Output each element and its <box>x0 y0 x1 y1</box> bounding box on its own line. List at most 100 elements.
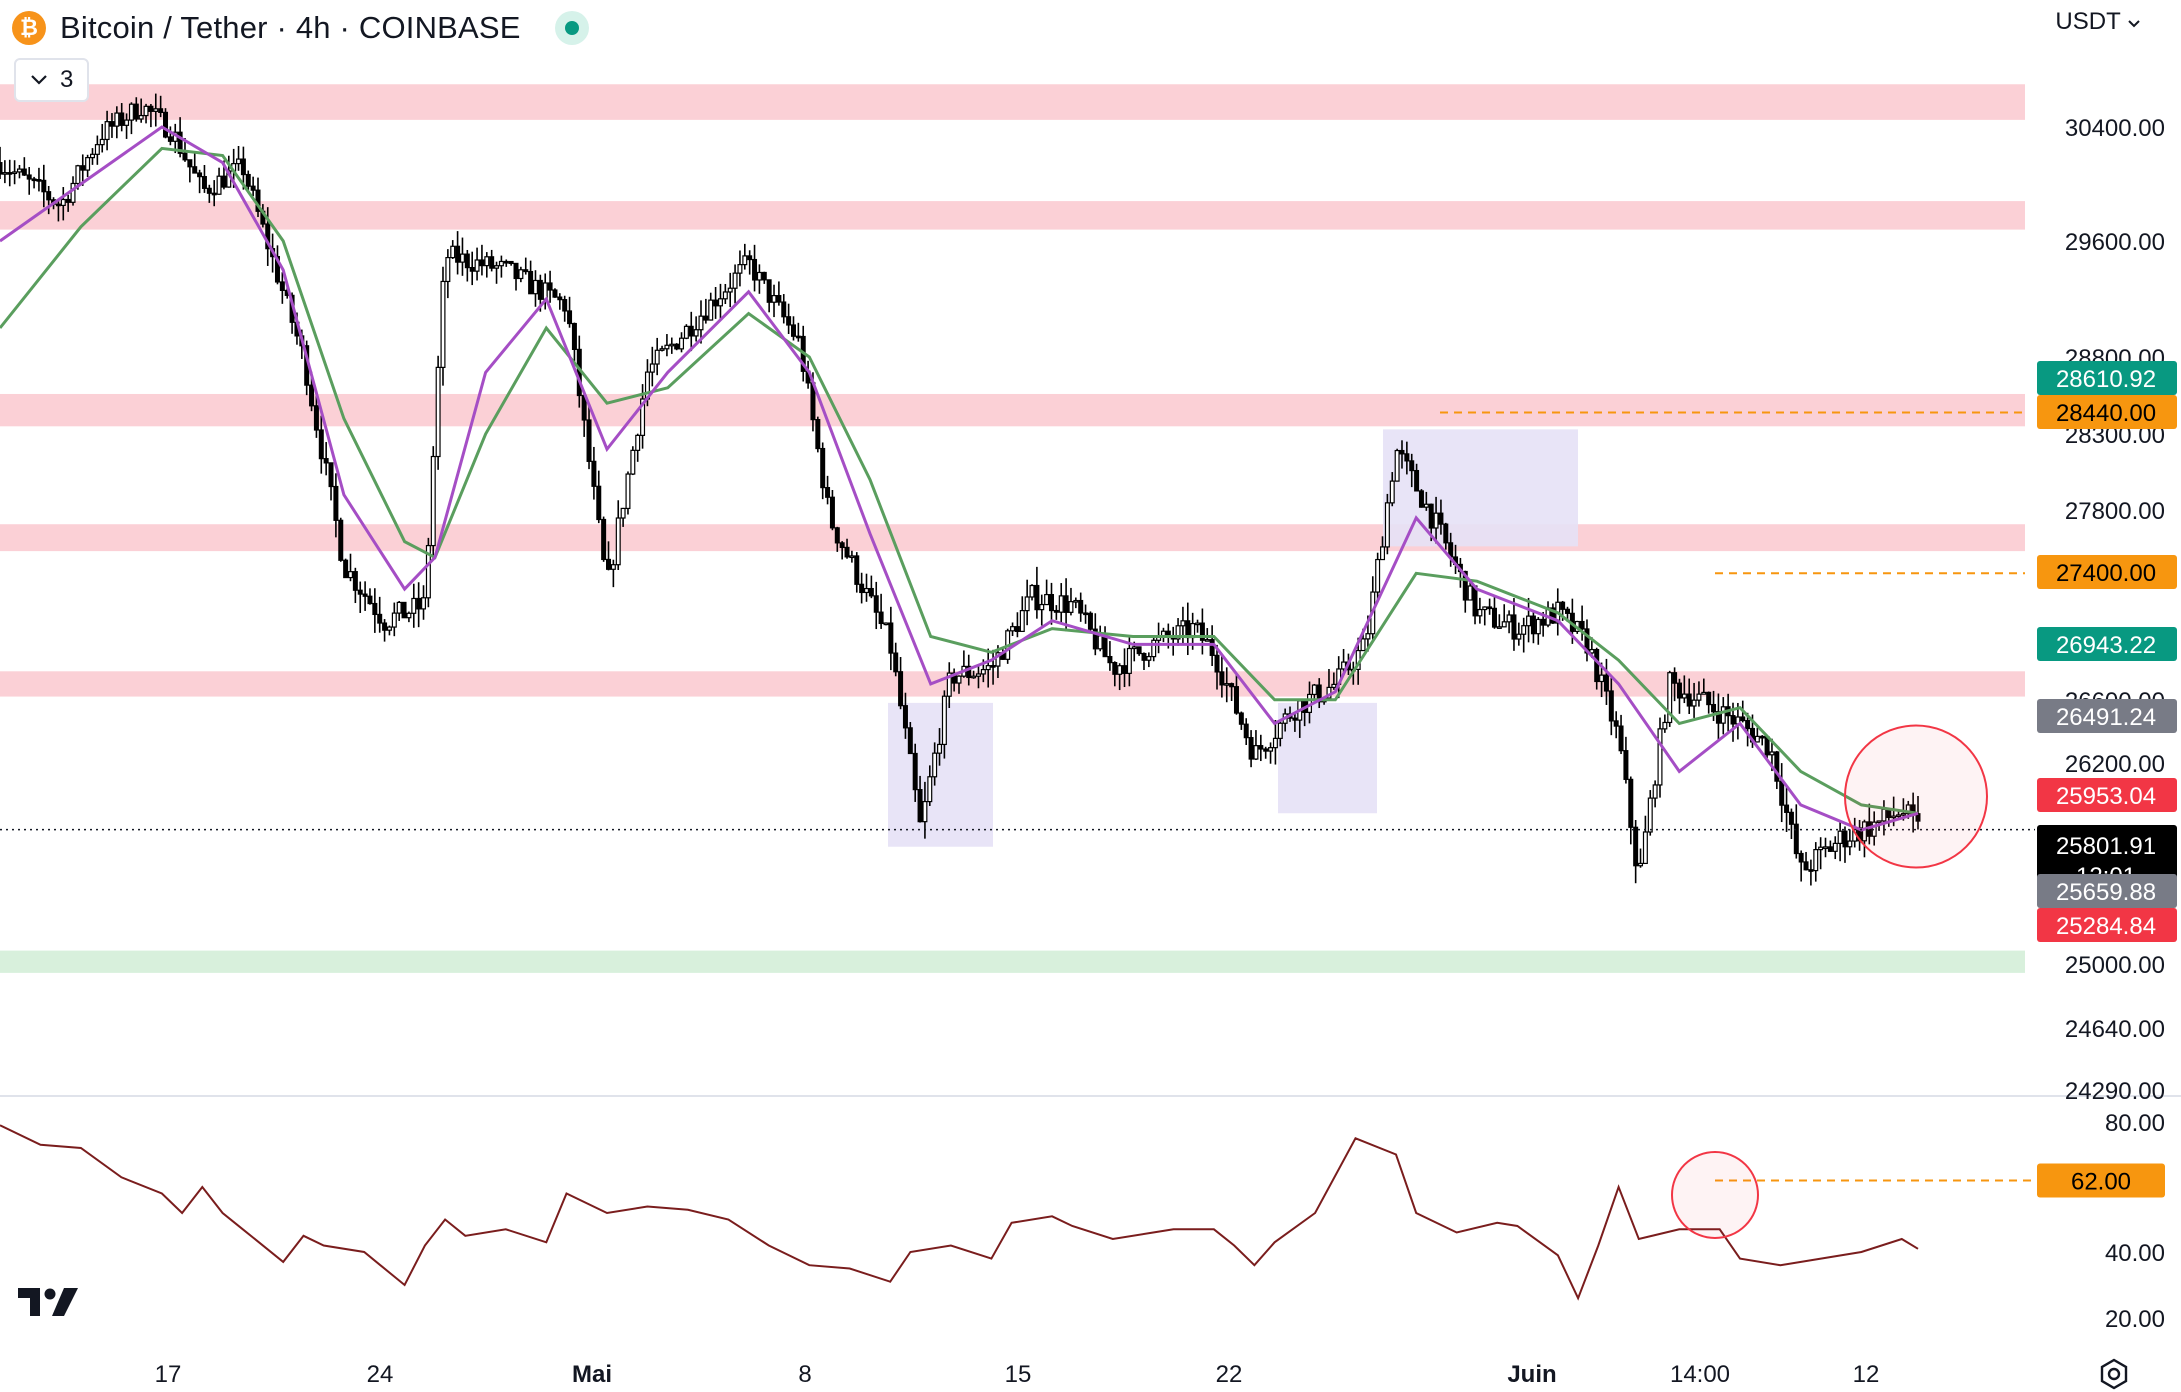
candle <box>1136 646 1142 656</box>
candle <box>1788 808 1794 840</box>
candle <box>211 180 217 207</box>
candle <box>761 271 767 284</box>
candle <box>372 588 378 633</box>
price-label-text: 26943.22 <box>2056 632 2156 659</box>
candle <box>1399 440 1405 469</box>
candle <box>1861 819 1867 858</box>
candle <box>907 722 913 755</box>
candle <box>236 146 242 171</box>
candle <box>459 237 465 276</box>
candle <box>1516 622 1522 646</box>
candle <box>937 728 943 766</box>
candle <box>1477 597 1483 624</box>
price-label-text: 25953.04 <box>2056 783 2156 810</box>
chevron-down-icon <box>2128 20 2140 28</box>
candle <box>1482 606 1488 626</box>
candle <box>693 316 699 342</box>
price-tick-label: 24640.00 <box>2065 1016 2165 1043</box>
candle <box>747 250 753 275</box>
candle <box>752 244 758 292</box>
candle <box>425 537 431 608</box>
candle <box>674 343 680 351</box>
candle <box>494 261 500 284</box>
bitcoin-logo-icon: ₿ <box>12 11 46 45</box>
candle <box>1501 604 1507 628</box>
currency-label: USDT <box>2055 8 2121 35</box>
candle <box>1779 763 1785 823</box>
candle <box>187 159 193 183</box>
candle <box>85 154 91 178</box>
candle <box>1087 611 1093 633</box>
candle <box>1233 673 1239 715</box>
candle <box>1526 597 1532 643</box>
candle <box>430 446 436 560</box>
candle <box>343 558 349 579</box>
candle <box>396 600 402 621</box>
candle <box>1389 472 1395 507</box>
candle <box>1754 727 1760 743</box>
candle <box>518 266 524 283</box>
candle <box>1793 804 1799 859</box>
candle <box>1019 596 1025 633</box>
price-tick-label: 29600.00 <box>2065 229 2165 256</box>
candle <box>1686 678 1692 714</box>
time-tick-label: 22 <box>1216 1361 1243 1388</box>
candle <box>406 611 412 623</box>
candle <box>1214 644 1220 690</box>
candle <box>1014 612 1020 638</box>
candle <box>708 292 714 321</box>
resistance-zone <box>0 393 2025 427</box>
candle <box>1618 714 1624 755</box>
chart-header: ₿ Bitcoin / Tether · 4h · COINBASE <box>12 10 589 46</box>
candle <box>927 765 933 806</box>
candle <box>1491 596 1497 629</box>
price-label-text: 26491.24 <box>2056 704 2156 731</box>
price-label-gray <box>2037 699 2177 733</box>
candle <box>362 581 368 611</box>
indicators-toggle[interactable]: 3 <box>14 58 90 102</box>
candle <box>1896 810 1902 819</box>
candle <box>55 199 61 222</box>
candle <box>1832 836 1838 860</box>
symbol-title[interactable]: Bitcoin / Tether · 4h · COINBASE <box>60 10 521 45</box>
candle <box>1048 582 1054 625</box>
candle <box>941 690 947 759</box>
candle <box>898 657 904 710</box>
candle <box>1818 837 1824 870</box>
candle <box>1657 717 1663 798</box>
candle <box>932 742 938 786</box>
rsi-tick-label: 20.00 <box>2105 1306 2165 1333</box>
candle <box>1691 682 1697 718</box>
candle <box>951 668 957 692</box>
candle <box>1623 736 1629 784</box>
candle <box>1160 627 1166 643</box>
candle <box>12 160 18 185</box>
candle <box>1652 780 1658 808</box>
candle <box>839 541 845 560</box>
currency-menu[interactable]: USDT <box>2055 8 2141 36</box>
price-label-text: 28610.92 <box>2056 366 2156 393</box>
candle <box>1638 848 1644 868</box>
candle <box>124 113 130 139</box>
candle <box>1195 619 1201 633</box>
candle <box>1268 742 1274 764</box>
candle <box>859 572 865 604</box>
candle <box>469 251 475 286</box>
candle <box>1058 583 1064 625</box>
candle <box>1535 617 1541 645</box>
candle <box>1545 601 1551 628</box>
candle <box>1803 851 1809 871</box>
candle <box>1243 718 1249 746</box>
candle <box>41 164 47 208</box>
candle <box>1380 536 1386 561</box>
candle <box>7 159 13 187</box>
candle <box>1662 714 1668 733</box>
candle <box>357 581 363 613</box>
gear-icon[interactable] <box>2098 1358 2130 1390</box>
candle <box>1394 448 1400 482</box>
candle <box>1311 683 1317 700</box>
candle <box>1774 750 1780 790</box>
candle <box>581 393 587 437</box>
candle <box>815 416 821 453</box>
